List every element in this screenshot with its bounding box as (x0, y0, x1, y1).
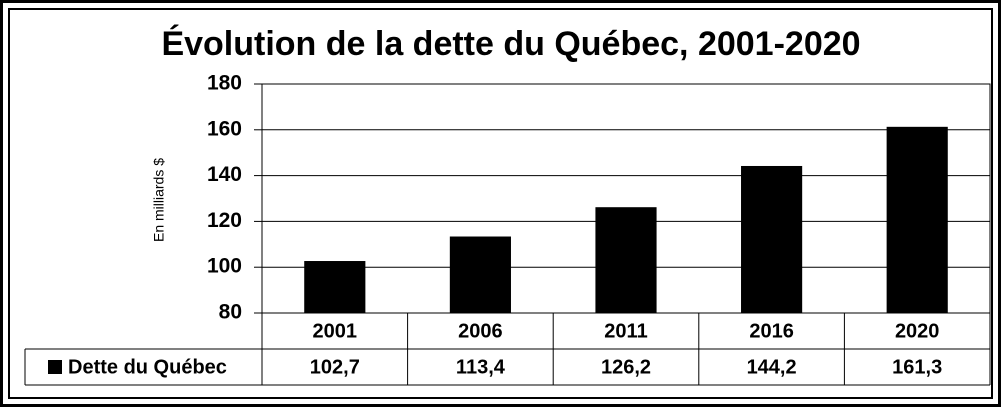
bar (304, 261, 366, 313)
y-tick-label: 160 (207, 117, 242, 140)
x-tick-label: 2016 (749, 320, 794, 342)
x-tick-label: 2020 (895, 320, 940, 342)
bar (886, 126, 948, 313)
y-tick-label: 120 (207, 209, 242, 232)
table-value: 113,4 (456, 356, 506, 378)
y-axis-label: En milliards $ (151, 158, 167, 242)
table-value: 144,2 (747, 356, 797, 378)
chart-frame (8, 8, 993, 399)
bar (595, 207, 657, 313)
x-tick-label: 2011 (604, 320, 647, 342)
bar (449, 236, 511, 313)
y-tick-label: 80 (219, 301, 242, 324)
y-tick-label: 100 (207, 255, 242, 278)
legend-swatch (48, 360, 62, 374)
x-tick-label: 2001 (313, 320, 358, 342)
table-value: 161,3 (892, 356, 942, 378)
table-value: 126,2 (601, 356, 651, 378)
bar (741, 165, 803, 313)
y-tick-label: 180 (207, 72, 242, 95)
x-tick-label: 2006 (458, 320, 503, 342)
y-tick-label: 140 (207, 163, 242, 186)
table-value: 102,7 (310, 356, 360, 378)
legend-label: Dette du Québec (68, 356, 227, 378)
chart-title: Évolution de la dette du Québec, 2001-20… (161, 25, 860, 63)
